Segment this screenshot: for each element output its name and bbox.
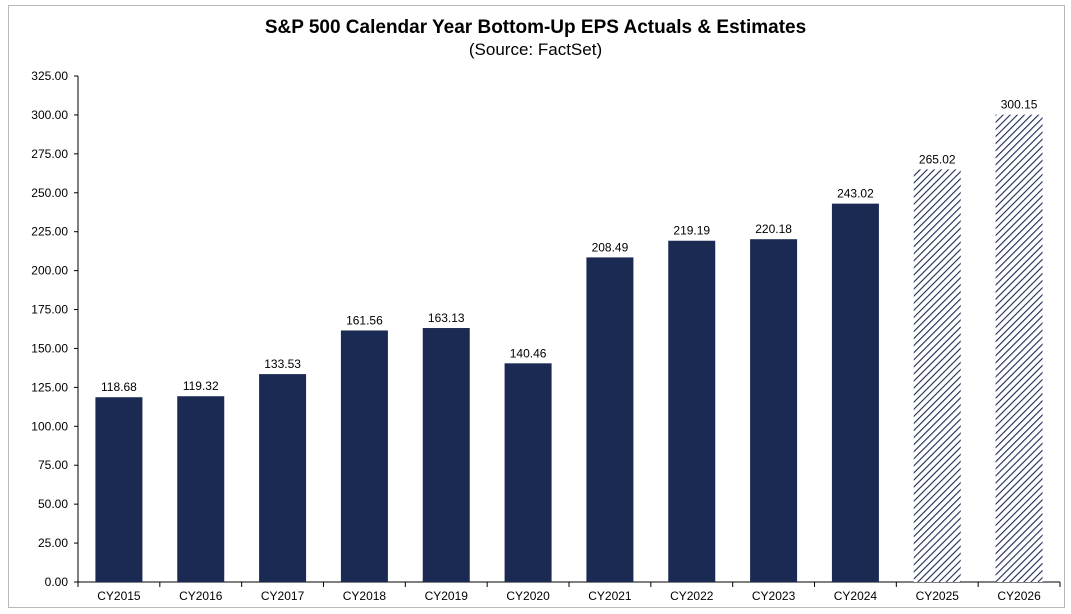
x-tick-label: CY2018 (343, 589, 387, 603)
chart-title: S&P 500 Calendar Year Bottom-Up EPS Actu… (264, 17, 807, 38)
y-tick-label: 125.00 (31, 380, 68, 394)
bar-estimate (913, 169, 961, 582)
y-tick-label: 225.00 (31, 225, 68, 239)
bar-value-label: 119.32 (183, 379, 219, 393)
bar-value-label: 161.56 (346, 313, 383, 327)
x-tick-label: CY2015 (97, 589, 141, 603)
bar-value-label: 265.02 (919, 152, 956, 166)
bar-value-label: 220.18 (755, 222, 792, 236)
bar-actual (259, 374, 307, 582)
y-tick-label: 150.00 (31, 341, 68, 355)
y-tick-label: 200.00 (31, 264, 68, 278)
y-tick-label: 25.00 (38, 536, 68, 550)
y-tick-label: 275.00 (31, 147, 68, 161)
bar-actual (668, 240, 716, 582)
bar-actual (95, 397, 143, 582)
bar-actual (422, 328, 470, 582)
bar-value-label: 163.13 (428, 311, 465, 325)
bar-value-label: 219.19 (673, 224, 710, 238)
bar-actual (750, 239, 798, 583)
x-tick-label: CY2020 (506, 589, 550, 603)
x-axis: CY2015 CY2016 CY2017 CY2018 CY2019 CY2020 CY20… (77, 581, 1061, 603)
bar-value-label: 140.46 (510, 346, 547, 360)
bar-value-label: 133.53 (264, 357, 301, 371)
bar-value-label: 243.02 (837, 187, 874, 201)
bar-value-label: 300.15 (1001, 98, 1038, 112)
x-tick-label: CY2021 (588, 589, 632, 603)
bar-value-label: 208.49 (592, 240, 629, 254)
bar-estimate (995, 114, 1043, 582)
bar-actual (586, 257, 634, 582)
bars (95, 114, 1043, 583)
x-tick-label: CY2022 (670, 589, 714, 603)
y-tick-label: 175.00 (31, 303, 68, 317)
x-tick-label: CY2025 (916, 589, 960, 603)
x-tick-label: CY2017 (261, 589, 305, 603)
y-tick-label: 300.00 (31, 108, 68, 122)
bar-actual (831, 203, 879, 583)
bar-actual (340, 330, 388, 582)
bar-labels: 118.68 119.32 133.53 161.56 163.13 140.46 208.… (101, 98, 1038, 395)
y-tick-label: 50.00 (38, 497, 68, 511)
bar-value-label: 118.68 (101, 380, 137, 394)
x-tick-label: CY2023 (752, 589, 796, 603)
x-tick-label: CY2026 (997, 589, 1041, 603)
x-tick-label: CY2024 (834, 589, 878, 603)
y-tick-label: 100.00 (31, 419, 68, 433)
x-tick-label: CY2016 (179, 589, 223, 603)
y-tick-label: 325.00 (31, 69, 68, 83)
y-tick-label: 250.00 (31, 186, 68, 200)
bar-actual (177, 396, 225, 582)
bar-actual (504, 363, 552, 582)
x-tick-label: CY2019 (425, 589, 469, 603)
y-tick-label: 75.00 (38, 458, 68, 472)
y-axis: 0.00 25.00 50.00 75.00 100.00 125.00 150.00 175… (31, 69, 79, 589)
y-tick-label: 0.00 (45, 575, 69, 589)
chart-subtitle: (Source: FactSet) (468, 40, 603, 59)
